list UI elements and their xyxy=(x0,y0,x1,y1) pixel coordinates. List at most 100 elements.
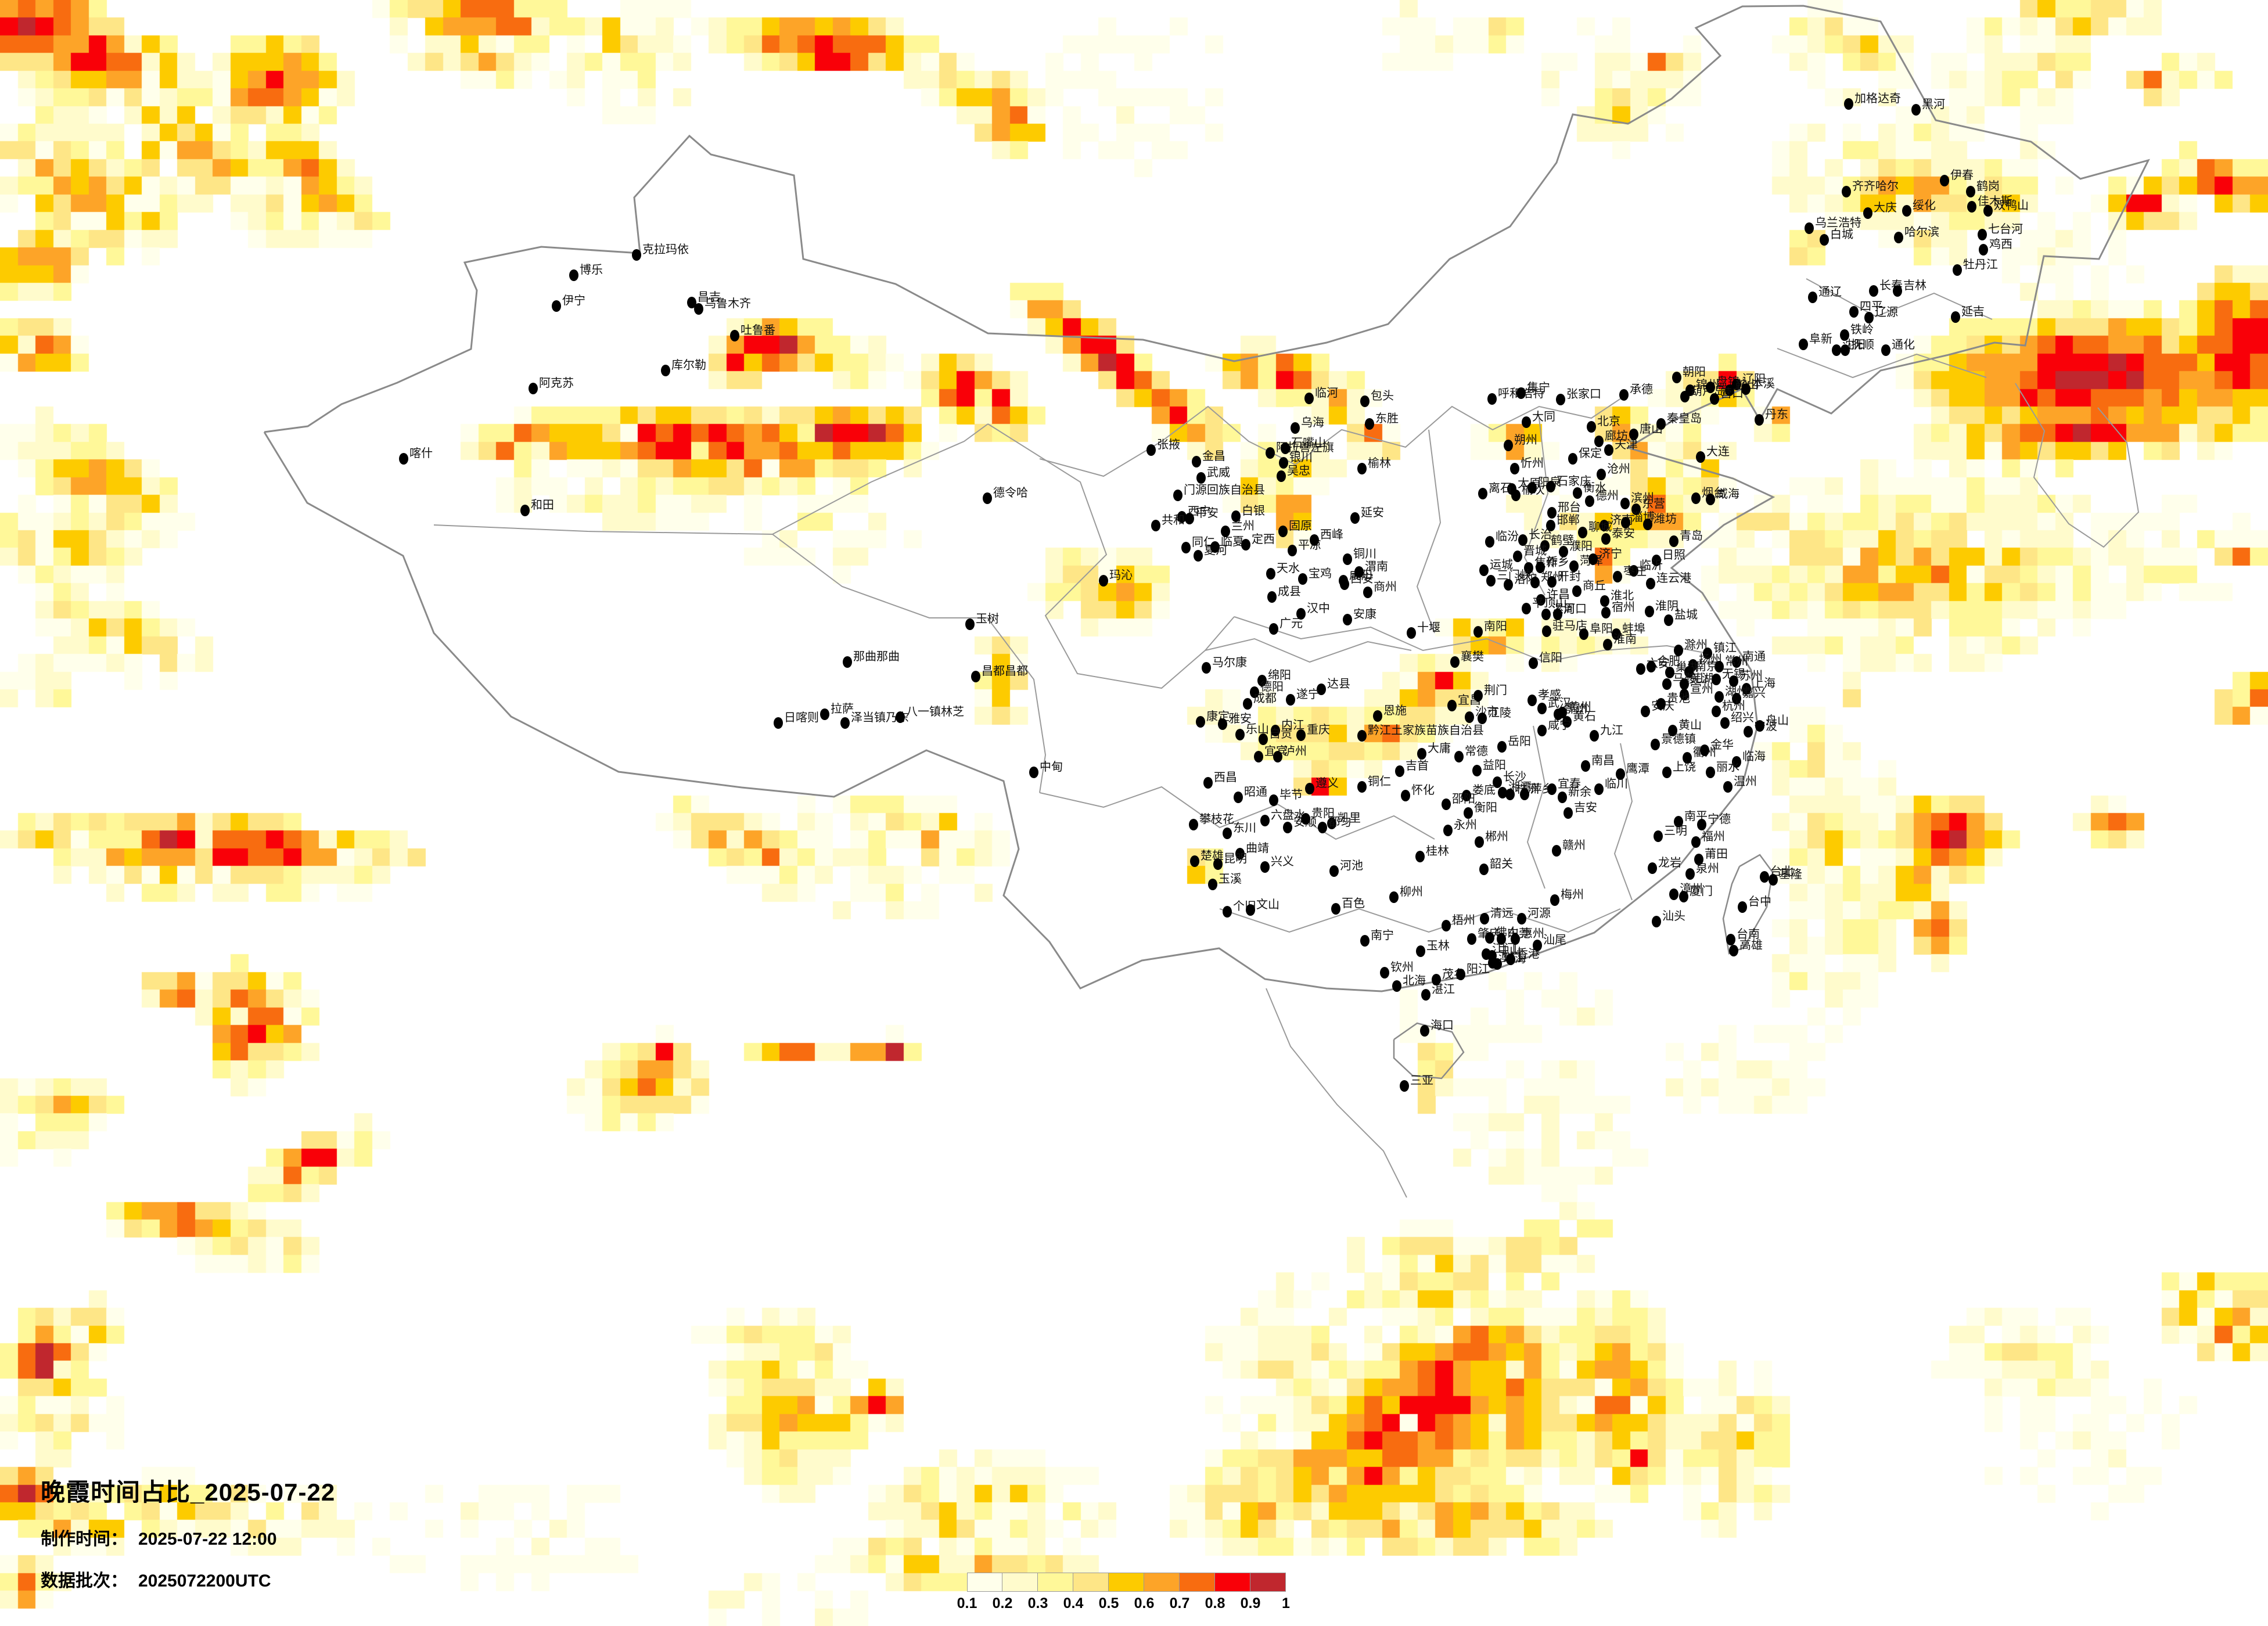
city-dot-icon xyxy=(1267,591,1277,603)
city-dot-icon xyxy=(1643,519,1652,530)
city-label: 新乡 xyxy=(1546,556,1569,569)
legend-tick-label: 0.6 xyxy=(1134,1595,1155,1611)
city-dot-icon xyxy=(1863,207,1872,219)
city-dot-icon xyxy=(1465,711,1474,723)
city-label: 日照 xyxy=(1662,549,1685,562)
city-label: 伊春 xyxy=(1950,169,1974,182)
city-label: 益阳 xyxy=(1483,759,1506,772)
city-label: 滨州 xyxy=(1631,492,1654,505)
city-dot-icon xyxy=(1741,383,1751,395)
city-dot-icon xyxy=(1486,575,1496,587)
city-label: 牡丹江 xyxy=(1963,258,1998,271)
city-label: 天水 xyxy=(1277,562,1300,575)
city-dot-icon xyxy=(1579,628,1588,640)
city-dot-icon xyxy=(1522,603,1531,614)
city-dot-icon xyxy=(1218,718,1227,730)
city-label: 曲靖 xyxy=(1246,842,1269,855)
city-label: 和田 xyxy=(531,499,554,512)
city-label: 楚雄 xyxy=(1201,850,1224,862)
city-label: 泽当镇乃东 xyxy=(851,711,909,724)
city-dot-icon xyxy=(1511,933,1520,945)
city-dot-icon xyxy=(1552,845,1561,857)
city-dot-icon xyxy=(1473,626,1483,638)
city-dot-icon xyxy=(1464,807,1473,819)
city-label: 上海 xyxy=(1752,677,1775,690)
city-label: 舟山 xyxy=(1766,714,1789,727)
city-dot-icon xyxy=(1620,498,1630,509)
city-dot-icon xyxy=(840,717,850,729)
city-dot-icon xyxy=(1665,667,1674,678)
city-dot-icon xyxy=(1729,675,1738,687)
city-label: 宿州 xyxy=(1612,601,1635,614)
city-dot-icon xyxy=(1674,645,1683,656)
city-label: 遂宁 xyxy=(1296,688,1320,701)
city-label: 玛沁 xyxy=(1109,569,1133,582)
city-dot-icon xyxy=(1357,781,1367,793)
city-label: 东营 xyxy=(1642,498,1665,510)
city-dot-icon xyxy=(1715,661,1724,672)
city-label: 韶关 xyxy=(1490,858,1513,870)
city-dot-icon xyxy=(1273,751,1282,762)
city-label: 鄂州 xyxy=(1564,703,1587,715)
city-label: 重庆 xyxy=(1307,724,1330,736)
city-dot-icon xyxy=(1317,684,1326,695)
city-dot-icon xyxy=(1805,222,1814,234)
city-label: 银川 xyxy=(1289,451,1313,464)
city-label: 湖州 xyxy=(1725,685,1748,698)
city-dot-icon xyxy=(1407,627,1416,639)
city-label: 淮阴 xyxy=(1655,600,1678,613)
city-dot-icon xyxy=(1517,913,1526,924)
city-dot-icon xyxy=(1283,822,1292,833)
city-label: 内江 xyxy=(1281,719,1304,732)
city-dot-icon xyxy=(1454,751,1464,762)
city-dot-icon xyxy=(1652,555,1661,566)
city-label: 乌鲁木齐 xyxy=(705,297,751,310)
city-dot-icon xyxy=(1202,662,1211,674)
city-label: 济宁 xyxy=(1599,548,1622,560)
city-dot-icon xyxy=(1769,874,1778,886)
city-label: 温州 xyxy=(1734,775,1757,788)
city-label: 武威 xyxy=(1207,466,1230,479)
city-dot-icon xyxy=(1540,540,1550,552)
city-label: 平顶山 xyxy=(1532,597,1567,610)
city-label: 鹤岗 xyxy=(1976,180,2000,193)
city-label: 淮南 xyxy=(1613,633,1637,646)
city-dot-icon xyxy=(1541,609,1551,620)
city-label: 毕节 xyxy=(1279,789,1303,801)
city-label: 定西 xyxy=(1252,533,1275,546)
city-label: 齐齐哈尔 xyxy=(1852,180,1899,193)
city-dot-icon xyxy=(1738,901,1747,913)
city-dot-icon xyxy=(1563,807,1573,819)
city-dot-icon xyxy=(1524,562,1533,574)
city-dot-icon xyxy=(730,330,739,341)
made-time-line: 制作时间： 2025-07-22 12:00 xyxy=(41,1524,335,1550)
city-dot-icon xyxy=(1726,934,1735,945)
city-dot-icon xyxy=(1967,201,1976,213)
city-label: 集宁 xyxy=(1527,382,1550,394)
city-label: 清远 xyxy=(1490,907,1514,920)
city-label: 铁岭 xyxy=(1850,323,1874,336)
city-label: 辽源 xyxy=(1875,306,1898,319)
city-label: 营口 xyxy=(1720,387,1744,400)
city-label: 玉林 xyxy=(1426,940,1450,952)
city-dot-icon xyxy=(1475,836,1484,848)
legend-swatch xyxy=(1180,1573,1215,1592)
city-label: 滁州 xyxy=(1684,639,1708,652)
city-dot-icon xyxy=(1343,614,1352,625)
city-dot-icon xyxy=(1400,1080,1409,1092)
city-dot-icon xyxy=(1732,756,1741,768)
city-label: 三明 xyxy=(1664,825,1687,837)
city-dot-icon xyxy=(1547,576,1557,588)
city-label: 潍坊 xyxy=(1654,513,1677,526)
city-label: 库尔勒 xyxy=(671,359,706,372)
city-label: 江陵 xyxy=(1488,707,1511,720)
city-label: 邢台 xyxy=(1558,501,1581,514)
city-dot-icon xyxy=(1808,292,1817,303)
city-dot-icon xyxy=(1601,533,1611,545)
city-label: 常德 xyxy=(1465,745,1488,758)
city-label: 榆林 xyxy=(1368,457,1391,470)
city-label: 运城 xyxy=(1490,559,1513,571)
city-dot-icon xyxy=(1697,819,1706,830)
city-dot-icon xyxy=(1842,186,1851,197)
